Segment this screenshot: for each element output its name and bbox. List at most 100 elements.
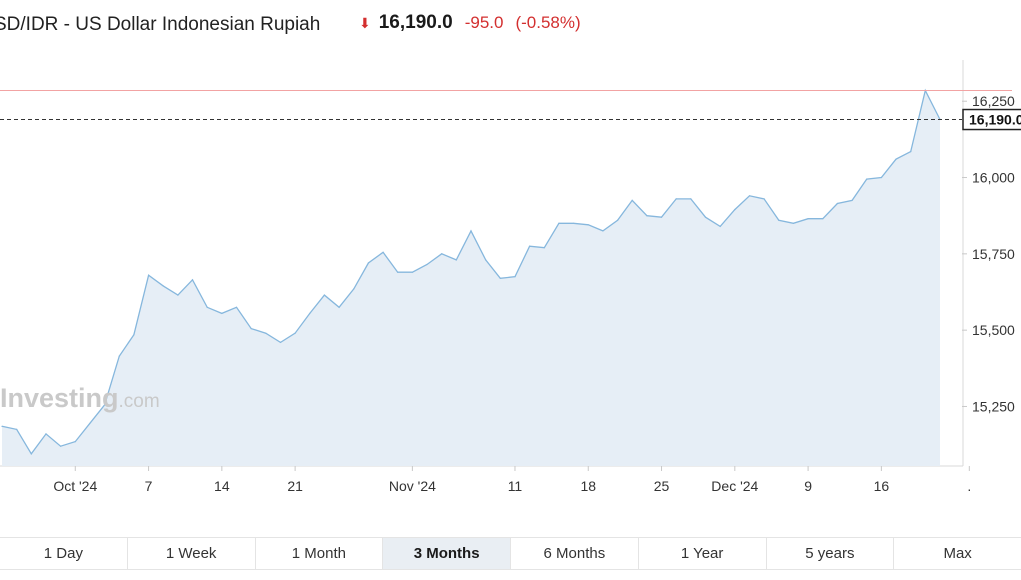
data-point [221, 312, 223, 314]
data-point [822, 218, 824, 220]
data-point [763, 198, 765, 200]
tab-1-year[interactable]: 1 Year [639, 538, 767, 569]
timeframe-tabs: 1 Day 1 Week 1 Month 3 Months 6 Months 1 Year… [0, 537, 1021, 570]
data-point [191, 279, 194, 281]
data-point [778, 219, 780, 221]
tab-max[interactable]: Max [943, 545, 972, 562]
data-point [397, 271, 399, 273]
y-axis: 15,250 15,500 15,750 16,000 16,250 [962, 93, 1015, 414]
series-area [2, 90, 940, 466]
data-point [792, 222, 795, 224]
data-point [30, 453, 32, 455]
price-chart[interactable]: 15,250 15,500 15,750 16,000 16,250 Oct '24 7 1… [0, 50, 1021, 505]
y-tick-label: 15,500 [972, 322, 1015, 338]
instrument-title: SD/IDR - US Dollar Indonesian Rupiah [0, 14, 321, 35]
price-block: ⬇ 16,190.0 -95.0 (-0.58%) [359, 12, 581, 34]
data-point [426, 263, 428, 266]
tab-3-months[interactable]: 3 Months [383, 538, 511, 569]
data-point [250, 328, 252, 330]
current-price: 16,190.0 [378, 12, 453, 33]
data-point [265, 332, 267, 334]
area-layer [1, 88, 941, 466]
x-tick-label: 16 [874, 478, 890, 494]
y-tick-label: 16,250 [972, 93, 1015, 109]
data-point [851, 199, 853, 201]
data-point [309, 312, 311, 314]
data-point [734, 209, 736, 211]
price-change-percent: (-0.58%) [515, 13, 581, 32]
x-tick-label: . [967, 478, 971, 494]
data-point [807, 218, 809, 220]
tab-5-years[interactable]: 5 years [767, 538, 895, 569]
data-point [89, 422, 91, 424]
data-point [382, 251, 384, 253]
price-change: -95.0 [464, 13, 504, 32]
data-point [177, 294, 179, 296]
data-point [660, 216, 663, 218]
data-point [485, 259, 487, 261]
data-point [323, 294, 325, 296]
data-point [162, 285, 164, 287]
tab-1-month[interactable]: 1 Month [256, 538, 384, 569]
y-tick-label: 16,000 [972, 170, 1015, 186]
x-tick-label: Nov '24 [389, 478, 436, 494]
y-tick-label: 15,750 [972, 246, 1015, 262]
data-point [690, 198, 692, 200]
data-point [675, 198, 677, 200]
data-point [1, 425, 3, 427]
data-point [411, 271, 413, 273]
data-point [836, 202, 839, 205]
data-point [279, 341, 282, 343]
x-tick-label: 21 [287, 478, 303, 494]
investing-watermark-logo: Investing.com [0, 383, 160, 413]
data-point [719, 225, 721, 227]
data-point [895, 158, 897, 160]
data-point [60, 445, 62, 447]
data-point [880, 176, 883, 179]
data-point [529, 245, 531, 247]
data-point [441, 253, 443, 255]
x-tick-label: 7 [145, 478, 153, 494]
chart-header: SD/IDR - US Dollar Indonesian Rupiah ⬇ 1… [0, 0, 1021, 50]
down-arrow-icon: ⬇ [359, 14, 371, 31]
data-point [338, 306, 340, 308]
data-point [704, 216, 707, 218]
data-point [499, 277, 501, 279]
current-value-label: 16,190.0 [969, 112, 1021, 128]
data-point [367, 262, 369, 264]
data-point [646, 215, 648, 217]
x-tick-label: Dec '24 [711, 478, 758, 494]
data-point [514, 276, 516, 278]
data-point [866, 178, 868, 180]
x-tick-label: 25 [654, 478, 670, 494]
current-value-box [962, 108, 1021, 131]
data-point [74, 441, 76, 443]
tab-1-week[interactable]: 1 Week [128, 538, 256, 569]
data-point [748, 195, 751, 197]
data-point [573, 222, 575, 224]
data-point [587, 224, 589, 226]
data-point [16, 428, 18, 430]
current-value-marker: 16,190.0 [962, 108, 1021, 131]
x-tick-label: 9 [804, 478, 812, 494]
data-point [617, 219, 619, 221]
x-tick-label: 14 [214, 478, 230, 494]
data-point [602, 230, 604, 232]
data-point [910, 151, 912, 153]
tab-6-months[interactable]: 6 Months [511, 538, 639, 569]
tab-1-day[interactable]: 1 Day [0, 538, 128, 569]
x-tick-label: 11 [508, 478, 523, 494]
x-tick-label: Oct '24 [53, 478, 97, 494]
data-point [148, 274, 150, 276]
data-point [353, 288, 355, 290]
data-point [104, 404, 106, 406]
data-point [45, 433, 47, 435]
y-tick-label: 15,250 [972, 398, 1015, 414]
x-tick-label: 18 [580, 478, 596, 494]
data-point [133, 334, 135, 336]
data-point [455, 259, 457, 261]
data-point [206, 306, 208, 308]
data-point [118, 355, 120, 357]
data-point [235, 306, 238, 308]
x-axis: Oct '24 7 14 21 Nov '24 11 18 25 Dec '24 9 16. [53, 466, 971, 494]
